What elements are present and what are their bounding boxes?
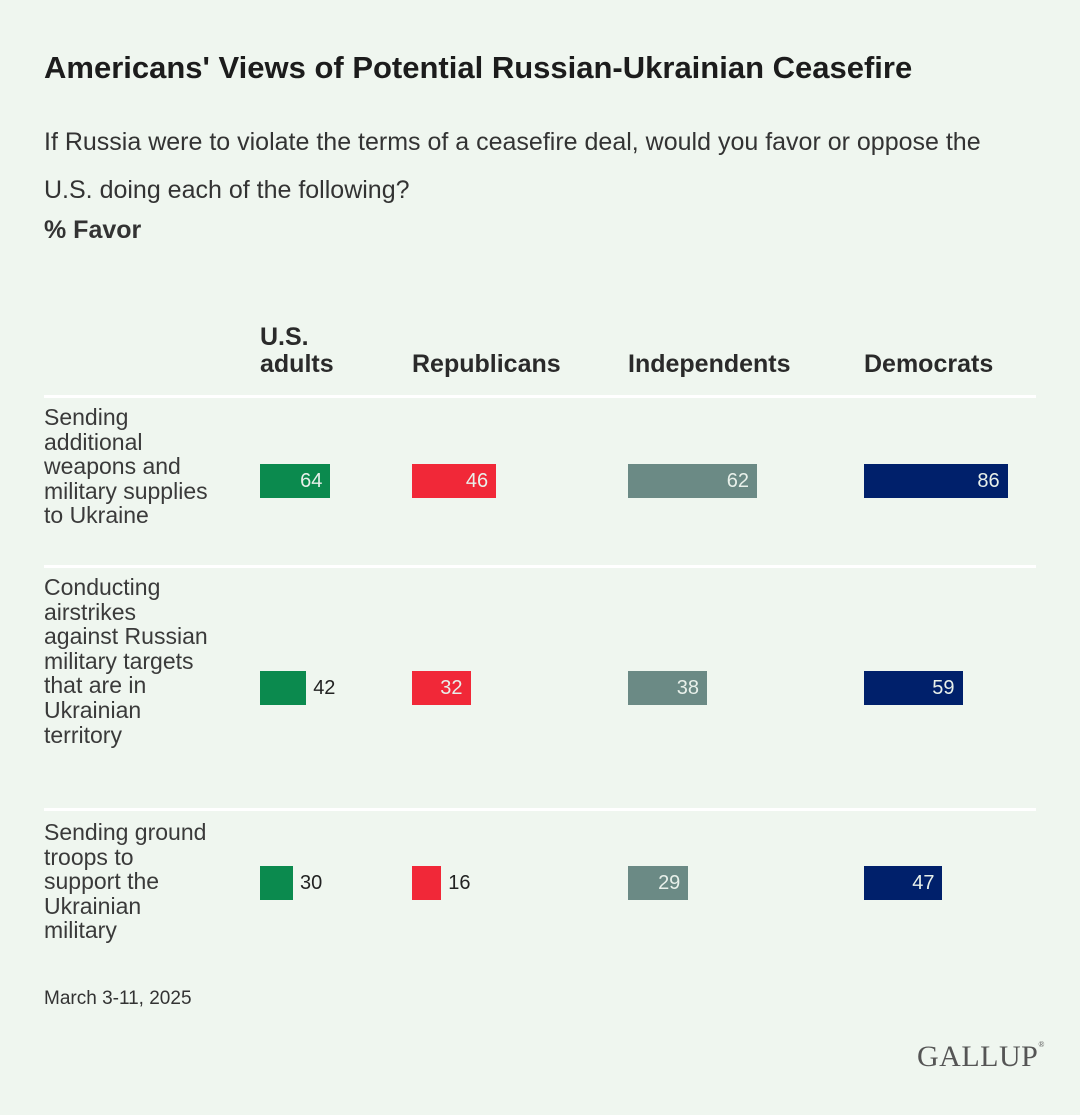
data-label: 16 [448, 872, 471, 894]
data-label: 59 [932, 677, 955, 699]
bar [628, 464, 757, 498]
data-label: 38 [676, 677, 700, 699]
data-label: 42 [313, 677, 336, 699]
bar [412, 671, 471, 705]
bar [628, 866, 689, 900]
data-label: 47 [912, 872, 935, 894]
gallup-logo: GALLUP® [917, 1040, 1045, 1073]
row-label: Sending additional weapons and military … [44, 404, 208, 529]
bar [412, 464, 497, 498]
data-label: 62 [726, 470, 749, 492]
column-header: Republicans [412, 350, 561, 378]
column-header: U.S. adults [260, 323, 334, 378]
column-header: Democrats [864, 350, 994, 378]
row-divider [44, 395, 1036, 398]
data-label: 29 [658, 872, 681, 894]
chart-subtitle: If Russia were to violate the terms of a… [44, 128, 981, 204]
bar [864, 464, 1008, 498]
row-label: Conducting airstrikes against Russian mi… [44, 574, 208, 748]
bar [864, 671, 963, 705]
data-label: 46 [465, 470, 489, 492]
row-divider [44, 565, 1036, 568]
row-divider [44, 808, 1036, 811]
column-header: Independents [628, 350, 791, 378]
bar [628, 671, 708, 705]
bar [412, 866, 442, 900]
survey-date: March 3-11, 2025 [44, 988, 192, 1009]
data-label: 32 [440, 677, 463, 699]
chart-title: Americans' Views of Potential Russian-Uk… [44, 50, 913, 85]
data-label: 64 [300, 470, 323, 492]
bar [260, 866, 293, 900]
row-label: Sending ground troops to support the Ukr… [44, 819, 207, 944]
bar [260, 671, 307, 705]
unit-label: % Favor [44, 216, 142, 244]
data-label: 30 [300, 872, 323, 894]
bar [864, 866, 943, 900]
bar [260, 464, 331, 498]
data-label: 86 [977, 470, 1000, 492]
